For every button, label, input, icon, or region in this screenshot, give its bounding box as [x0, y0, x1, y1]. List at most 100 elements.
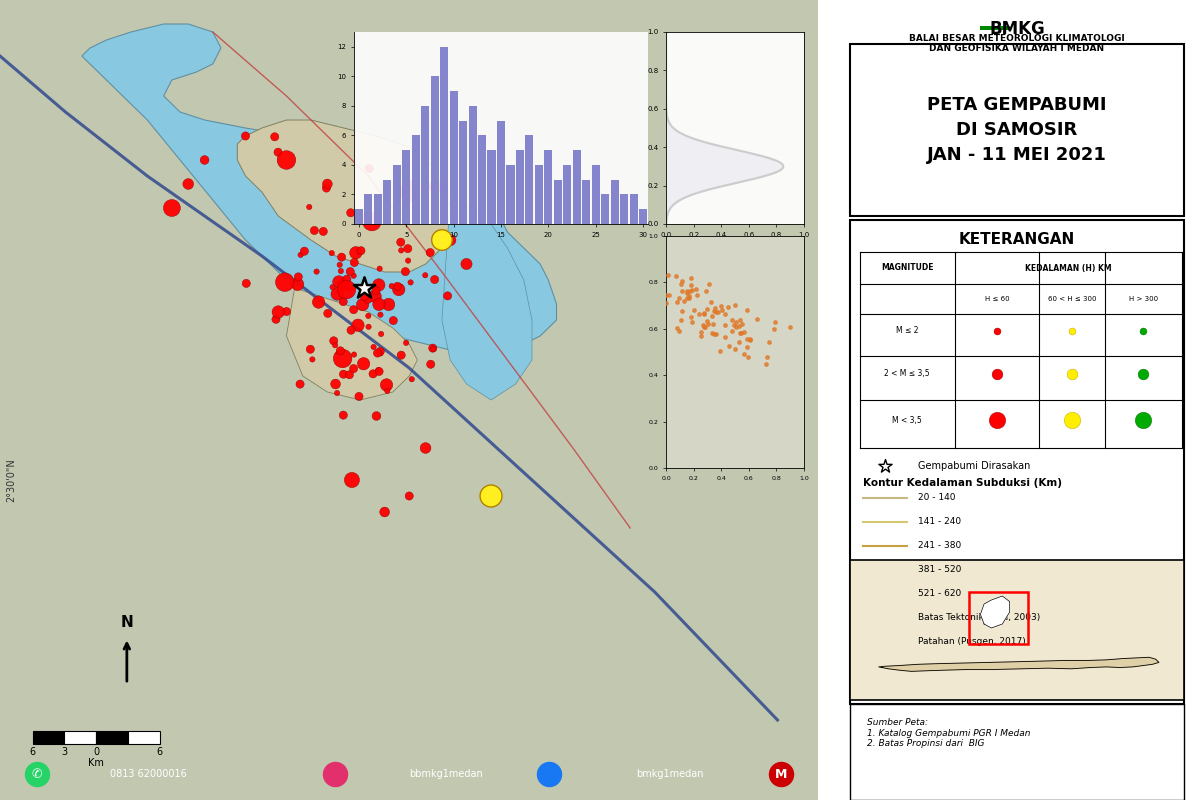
Point: [376, 506, 395, 518]
Text: 241 - 380: 241 - 380: [918, 541, 961, 550]
Bar: [497, 121, 505, 224]
Point: [400, 490, 419, 502]
Point: [694, 320, 713, 333]
Point: [700, 278, 719, 290]
Point: [344, 362, 364, 375]
Point: [347, 246, 366, 259]
Point: [368, 364, 388, 377]
Point: [1134, 414, 1153, 426]
Point: [332, 250, 352, 263]
Point: [329, 275, 348, 288]
Point: [734, 326, 754, 338]
Point: [707, 306, 726, 318]
Point: [236, 277, 256, 290]
Point: [377, 378, 396, 391]
Point: [702, 326, 721, 339]
Bar: [468, 106, 476, 224]
Point: [1062, 367, 1081, 380]
Point: [349, 390, 368, 403]
Bar: [402, 150, 410, 224]
Point: [342, 324, 361, 337]
Point: [718, 300, 737, 313]
Point: [707, 328, 726, 341]
Point: [730, 319, 749, 332]
Point: [401, 276, 420, 289]
Point: [682, 316, 701, 329]
Text: MAGNITUDE: MAGNITUDE: [881, 263, 934, 273]
Point: [758, 335, 778, 348]
Text: PETA GEMPABUMI
DI SAMOSIR
JAN - 11 MEI 2021: PETA GEMPABUMI DI SAMOSIR JAN - 11 MEI 2…: [928, 96, 1106, 164]
Text: M ≤ 2: M ≤ 2: [896, 326, 918, 335]
Point: [277, 154, 296, 166]
Point: [659, 289, 678, 302]
Text: 60 < H ≤ 300: 60 < H ≤ 300: [1048, 296, 1096, 302]
Point: [379, 298, 398, 311]
Point: [371, 347, 390, 360]
Point: [396, 266, 415, 278]
Point: [738, 341, 757, 354]
Bar: [421, 106, 430, 224]
Bar: [460, 121, 467, 224]
Text: M: M: [775, 767, 787, 781]
Point: [696, 284, 715, 297]
Text: M < 3,5: M < 3,5: [893, 415, 922, 425]
Point: [360, 162, 379, 175]
Point: [726, 316, 745, 329]
Point: [317, 182, 336, 194]
Point: [656, 289, 676, 302]
Point: [1062, 325, 1081, 338]
Point: [305, 224, 324, 237]
Point: [391, 236, 410, 249]
Point: [370, 278, 389, 291]
Text: bmkg1medan: bmkg1medan: [636, 769, 703, 779]
Point: [722, 325, 742, 338]
Text: 2 < M ≤ 3,5: 2 < M ≤ 3,5: [884, 370, 930, 378]
Point: [682, 279, 701, 292]
Point: [678, 286, 697, 299]
Point: [703, 318, 722, 330]
Point: [420, 246, 439, 259]
Point: [344, 270, 364, 282]
Text: Kontur Kedalaman Subduksi (Km): Kontur Kedalaman Subduksi (Km): [863, 478, 1062, 488]
Text: BMKG: BMKG: [989, 20, 1045, 38]
Point: [730, 326, 749, 339]
Point: [677, 291, 696, 304]
Point: [701, 295, 720, 308]
Point: [341, 282, 360, 295]
FancyBboxPatch shape: [851, 44, 1183, 216]
Text: bbmkg1medan: bbmkg1medan: [409, 769, 484, 779]
Point: [726, 342, 745, 355]
Point: [704, 327, 724, 340]
Point: [680, 285, 700, 298]
FancyBboxPatch shape: [851, 704, 1183, 800]
Point: [710, 344, 730, 357]
Point: [289, 270, 308, 283]
Point: [697, 314, 716, 327]
Point: [670, 325, 689, 338]
Point: [340, 368, 359, 381]
Bar: [545, 150, 552, 224]
Point: [740, 332, 760, 345]
Point: [28, 768, 47, 781]
Bar: [572, 150, 581, 224]
Point: [702, 310, 721, 322]
Point: [342, 474, 361, 486]
Point: [674, 294, 694, 307]
Polygon shape: [82, 24, 557, 352]
Point: [712, 300, 731, 313]
Point: [709, 306, 728, 318]
Bar: [535, 165, 542, 224]
Point: [988, 367, 1007, 380]
Point: [1062, 414, 1081, 426]
Point: [359, 310, 378, 322]
Point: [364, 341, 383, 354]
Point: [334, 295, 353, 308]
Point: [308, 296, 328, 309]
Point: [682, 310, 701, 323]
Point: [302, 353, 322, 366]
Point: [355, 290, 374, 303]
Point: [337, 273, 356, 286]
Point: [425, 273, 444, 286]
Point: [988, 414, 1007, 426]
Point: [695, 307, 714, 320]
